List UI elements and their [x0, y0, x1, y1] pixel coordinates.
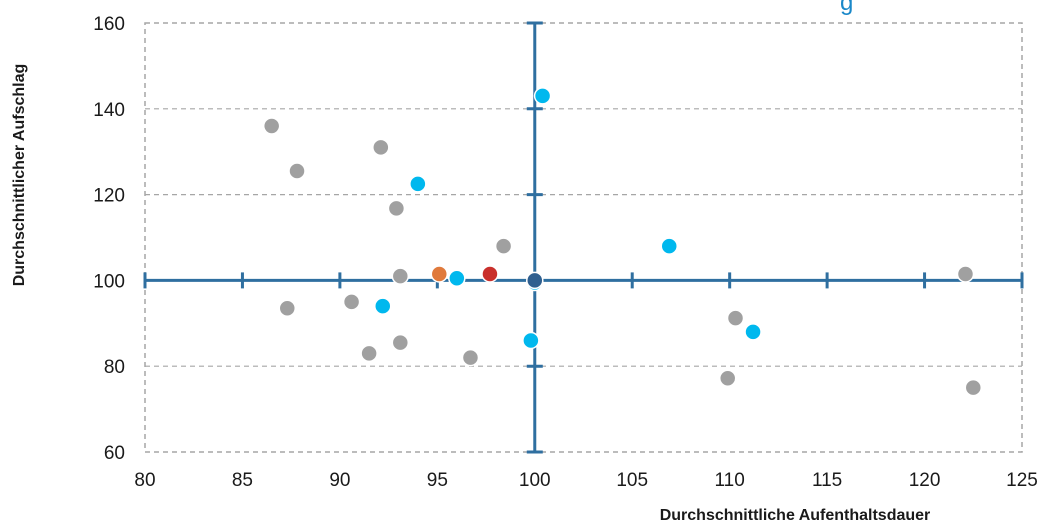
chart-title: g [840, 0, 853, 16]
x-tick-label: 105 [616, 470, 648, 491]
data-point [726, 309, 745, 327]
data-point [430, 265, 449, 283]
data-point [372, 138, 390, 157]
data-point [448, 269, 466, 288]
data-point [461, 348, 480, 367]
data-point [391, 267, 410, 285]
data-point [278, 299, 297, 318]
x-tick-label: 125 [1006, 470, 1038, 491]
y-tick-label: 100 [93, 271, 125, 292]
y-tick-label: 160 [93, 14, 125, 35]
tick-labels: 80 85 90 95 100 105 110 115 120 125 60 80 100 120 140 1… [93, 14, 1038, 491]
y-axis-title: Durchschnittlicher Aufschlag [11, 64, 28, 287]
data-point [262, 117, 281, 135]
y-tick-label: 80 [104, 357, 125, 378]
data-point [956, 265, 975, 283]
data-point [964, 378, 983, 397]
y-tick-label: 140 [93, 100, 125, 121]
x-tick-label: 95 [427, 470, 448, 491]
y-tick-label: 60 [104, 443, 125, 464]
x-tick-label: 80 [134, 470, 155, 491]
x-axis-title: Durchschnittliche Aufenthaltsdauer [660, 507, 931, 524]
data-point [288, 162, 306, 180]
data-points [262, 87, 983, 397]
data-point [744, 323, 762, 341]
data-point [409, 175, 427, 193]
data-point [374, 297, 392, 315]
plot-border [144, 22, 1023, 453]
x-tick-label: 110 [715, 470, 745, 491]
data-point [718, 369, 737, 387]
x-tick-label: 90 [329, 470, 350, 491]
x-tick-label: 85 [232, 470, 253, 491]
x-tick-label: 100 [519, 470, 551, 491]
x-tick-label: 115 [812, 470, 842, 491]
grid-layer [144, 22, 1023, 453]
data-point [526, 271, 544, 290]
data-point [533, 87, 552, 105]
data-point [387, 199, 406, 218]
x-tick-label: 120 [909, 470, 941, 491]
data-point [660, 237, 679, 255]
data-point [342, 293, 361, 311]
reference-lines [143, 21, 1024, 454]
data-point [494, 237, 513, 255]
data-point [522, 331, 540, 350]
y-tick-label: 120 [93, 186, 125, 207]
data-point [481, 265, 499, 283]
data-point [391, 333, 410, 352]
data-point [360, 344, 378, 363]
